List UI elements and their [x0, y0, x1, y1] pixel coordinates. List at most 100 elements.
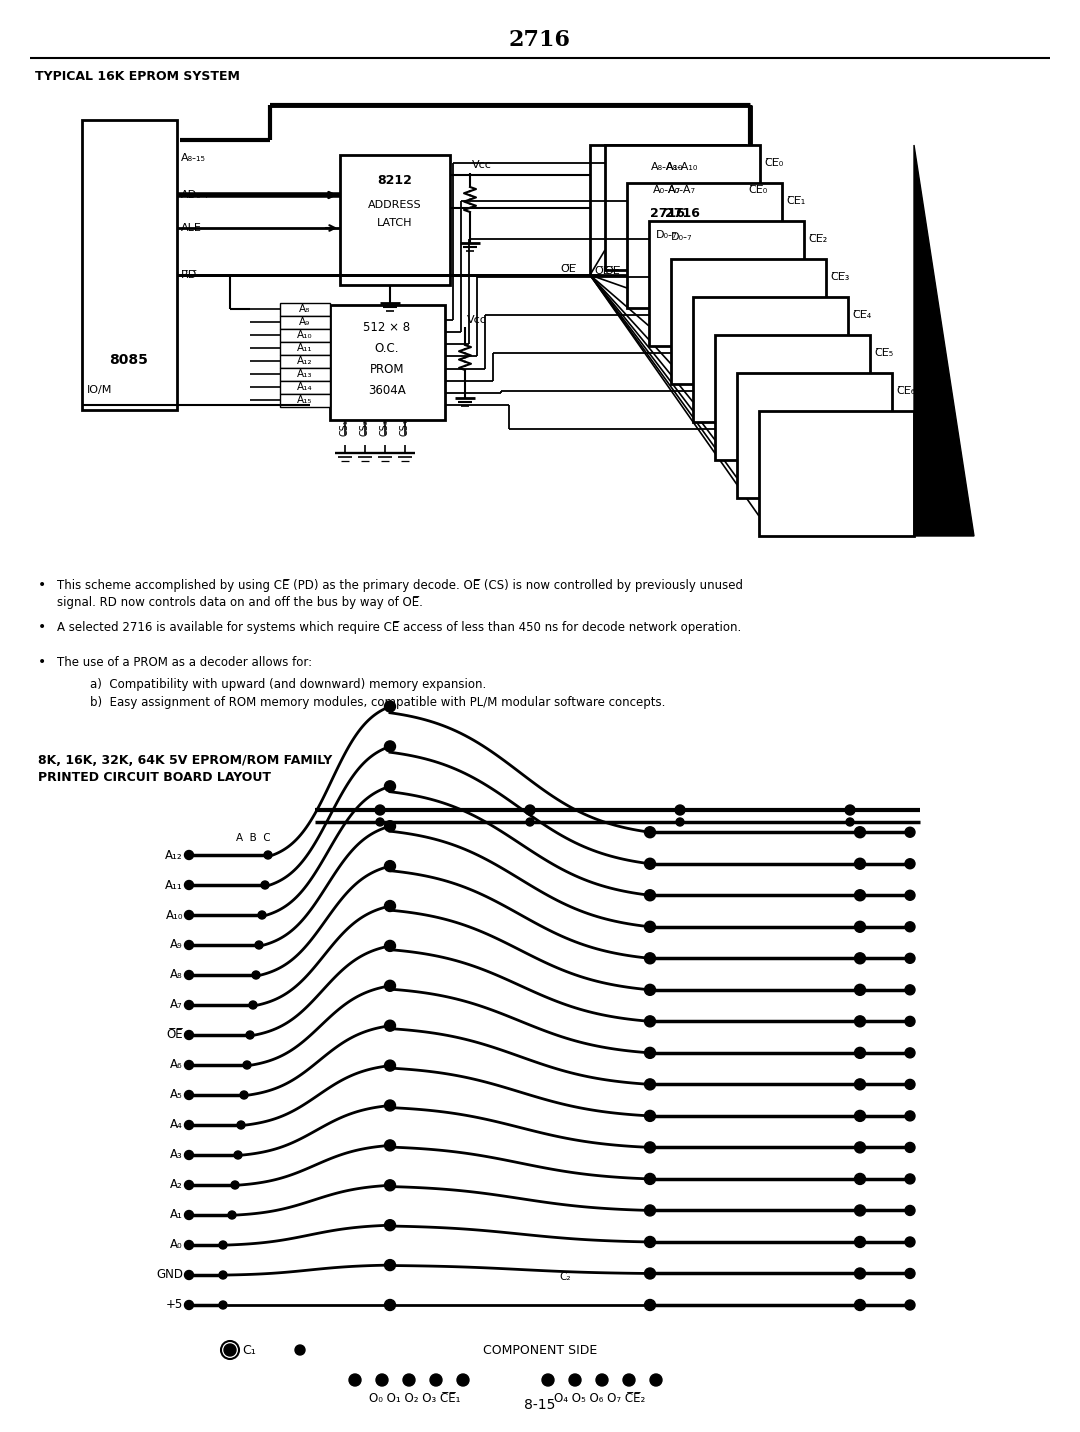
Circle shape	[252, 971, 260, 979]
Text: CS₃: CS₃	[380, 420, 390, 437]
Circle shape	[854, 984, 865, 995]
Circle shape	[249, 1001, 257, 1010]
Circle shape	[384, 780, 395, 792]
Bar	[280, 316, 330, 329]
Text: A₈-₁₅: A₈-₁₅	[181, 153, 206, 163]
Circle shape	[623, 1373, 635, 1386]
Bar	[280, 329, 330, 342]
Bar	[280, 368, 330, 381]
Text: A₀-A₇: A₀-A₇	[669, 185, 696, 195]
Circle shape	[185, 1300, 193, 1309]
Circle shape	[234, 1151, 242, 1158]
Text: •: •	[38, 620, 46, 634]
Text: CS₁: CS₁	[340, 420, 350, 437]
Text: A₂: A₂	[171, 1179, 183, 1191]
Text: A₈: A₈	[171, 968, 183, 981]
Text: O̅E̅: O̅E̅	[594, 266, 610, 276]
Text: A₁₄: A₁₄	[297, 382, 313, 392]
Text: 8-15: 8-15	[524, 1398, 556, 1412]
Text: A₈-A₁₀: A₈-A₁₀	[651, 162, 684, 172]
Text: C̅E̅₆: C̅E̅₆	[896, 387, 915, 397]
Circle shape	[676, 818, 684, 826]
Bar	[280, 355, 330, 368]
Circle shape	[854, 1173, 865, 1184]
Circle shape	[645, 889, 656, 901]
Circle shape	[645, 858, 656, 869]
Circle shape	[854, 1267, 865, 1279]
Circle shape	[645, 952, 656, 964]
Bar	[627, 183, 782, 308]
Text: a)  Compatibility with upward (and downward) memory expansion.: a) Compatibility with upward (and downwa…	[90, 677, 486, 690]
Text: TYPICAL 16K EPROM SYSTEM: TYPICAL 16K EPROM SYSTEM	[35, 70, 240, 83]
Circle shape	[349, 1373, 361, 1386]
Circle shape	[231, 1181, 239, 1189]
Circle shape	[228, 1211, 237, 1219]
Circle shape	[255, 941, 264, 949]
Bar	[671, 259, 826, 384]
Circle shape	[384, 1100, 395, 1111]
Text: PROM: PROM	[369, 362, 404, 375]
Bar	[280, 304, 330, 316]
Text: A₈-A₁₀: A₈-A₁₀	[665, 162, 698, 172]
Circle shape	[854, 1299, 865, 1310]
Circle shape	[185, 1150, 193, 1160]
Circle shape	[243, 1061, 251, 1070]
Text: LATCH: LATCH	[377, 218, 413, 228]
Text: A₅: A₅	[171, 1088, 183, 1101]
Text: C̅E̅₃: C̅E̅₃	[831, 272, 849, 282]
Text: Vᴄᴄ: Vᴄᴄ	[467, 315, 487, 325]
Circle shape	[384, 702, 395, 712]
Circle shape	[854, 1078, 865, 1090]
Text: A₁₁: A₁₁	[297, 344, 313, 354]
Text: A  B  C: A B C	[235, 833, 270, 843]
Circle shape	[905, 954, 915, 964]
Text: A₁₀: A₁₀	[297, 329, 313, 339]
Text: COMPONENT SIDE: COMPONENT SIDE	[483, 1343, 597, 1356]
Text: A₈: A₈	[299, 304, 311, 314]
Circle shape	[905, 1080, 915, 1090]
Circle shape	[384, 1299, 395, 1310]
Text: C̅E̅₀: C̅E̅₀	[748, 185, 767, 195]
Circle shape	[645, 1047, 656, 1058]
Circle shape	[185, 1120, 193, 1130]
Text: GND: GND	[156, 1269, 183, 1282]
Text: signal. RD now controls data on and off the bus by way of OE̅.: signal. RD now controls data on and off …	[57, 596, 423, 609]
Circle shape	[185, 971, 193, 979]
Text: R̅D̅: R̅D̅	[181, 271, 198, 281]
Text: +5: +5	[165, 1299, 183, 1312]
Text: 2716: 2716	[509, 29, 571, 52]
Text: A₆: A₆	[171, 1058, 183, 1071]
Circle shape	[219, 1242, 227, 1249]
Circle shape	[525, 805, 535, 815]
Text: C₂: C₂	[559, 1272, 570, 1282]
Circle shape	[224, 1345, 237, 1356]
Circle shape	[905, 1143, 915, 1153]
Circle shape	[596, 1373, 608, 1386]
Text: 8K, 16K, 32K, 64K 5V EPROM/ROM FAMILY: 8K, 16K, 32K, 64K 5V EPROM/ROM FAMILY	[38, 753, 333, 766]
Circle shape	[261, 881, 269, 889]
Bar	[759, 411, 914, 536]
Circle shape	[645, 1267, 656, 1279]
Bar	[280, 394, 330, 407]
Circle shape	[905, 1111, 915, 1121]
Text: C̅E̅₇: C̅E̅₇	[918, 424, 937, 434]
Circle shape	[854, 1110, 865, 1121]
Bar	[280, 342, 330, 355]
Text: 512 × 8: 512 × 8	[364, 321, 410, 334]
Text: The use of a PROM as a decoder allows for:: The use of a PROM as a decoder allows fo…	[57, 656, 312, 669]
Circle shape	[384, 941, 395, 951]
Circle shape	[403, 1373, 415, 1386]
Circle shape	[905, 1300, 915, 1310]
Bar	[605, 145, 760, 271]
Circle shape	[237, 1121, 245, 1128]
Text: A₁: A₁	[171, 1209, 183, 1221]
Circle shape	[854, 921, 865, 932]
Bar	[590, 145, 745, 275]
Circle shape	[185, 1270, 193, 1280]
Text: A₁₀: A₁₀	[165, 908, 183, 922]
Circle shape	[645, 1015, 656, 1027]
Circle shape	[384, 861, 395, 872]
Text: ALE: ALE	[181, 223, 202, 233]
Text: O̅E̅: O̅E̅	[561, 263, 576, 274]
Circle shape	[905, 859, 915, 869]
